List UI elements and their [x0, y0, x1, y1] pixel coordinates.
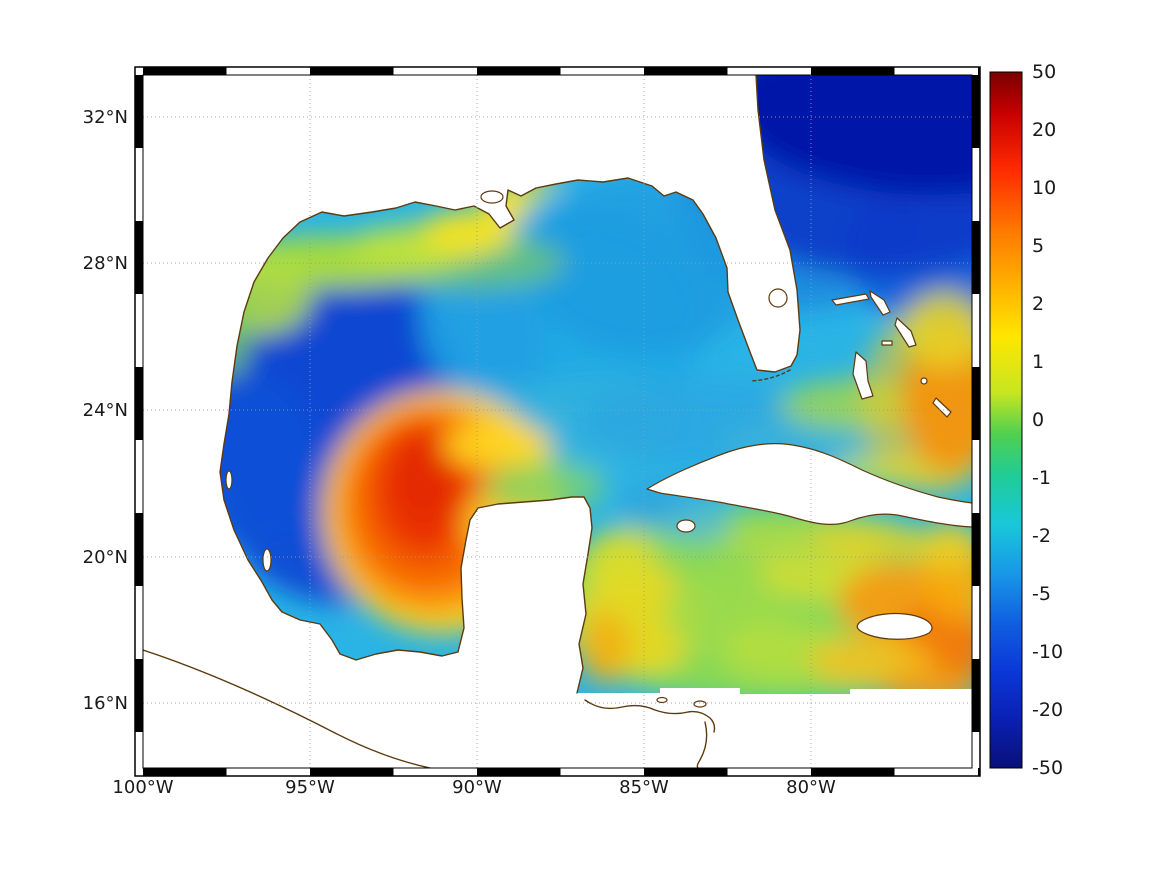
- x-axis-labels: 100°W 95°W 90°W 85°W 80°W: [112, 777, 836, 798]
- y-tick-16n: 16°N: [83, 693, 128, 714]
- islands-bahamas: [831, 290, 952, 418]
- x-tick-80w: 80°W: [786, 777, 836, 798]
- y-axis-labels: 32°N 28°N 24°N 20°N 16°N: [83, 107, 128, 714]
- x-tick-95w: 95°W: [285, 777, 335, 798]
- colorbar-tick-2: 2: [1032, 293, 1044, 315]
- laguna-tamiahua: [262, 548, 272, 572]
- colorbar-tick-10: 10: [1032, 177, 1056, 199]
- colorbar-tick-m10: -10: [1032, 641, 1063, 663]
- y-tick-32n: 32°N: [83, 107, 128, 128]
- coastline-gulf: [219, 75, 801, 694]
- y-tick-20n: 20°N: [83, 547, 128, 568]
- colorbar-tick-m5: -5: [1032, 583, 1051, 605]
- colorbar-tick-5: 5: [1032, 235, 1044, 257]
- frame-inner-outline: [142, 74, 973, 769]
- colorbar-tick-m1: -1: [1032, 467, 1051, 489]
- colorbar-tick-m2: -2: [1032, 525, 1051, 547]
- island-jamaica: [856, 612, 933, 640]
- colorbar-tick-50: 50: [1032, 61, 1056, 83]
- lake-pontchartrain: [480, 190, 504, 204]
- florida-keys: [749, 369, 791, 382]
- island-cuba: [646, 442, 972, 528]
- laguna-madre: [225, 470, 233, 490]
- island-isla-juventud: [676, 519, 696, 533]
- caribbean-warm-field: [545, 480, 972, 706]
- frame-outer-outline: [134, 66, 981, 777]
- straits-field: [580, 290, 972, 495]
- colorbar-labels: 50 20 10 5 2 1 0 -1 -2 -5 -10 -20 -50: [1032, 61, 1063, 779]
- colorbar-tick-0: 0: [1032, 409, 1044, 431]
- colorbar-tick-20: 20: [1032, 119, 1056, 141]
- x-tick-100w: 100°W: [112, 777, 173, 798]
- y-tick-24n: 24°N: [83, 400, 128, 421]
- colorbar-tick-m50: -50: [1032, 757, 1063, 779]
- y-tick-28n: 28°N: [83, 253, 128, 274]
- colorbar-tick-m20: -20: [1032, 699, 1063, 721]
- no-data-region: [577, 688, 972, 768]
- land-layer: [143, 75, 972, 768]
- coastline-central-america: [584, 696, 716, 768]
- colorbar-tick-1: 1: [1032, 351, 1044, 373]
- lake-okeechobee: [768, 288, 788, 308]
- x-tick-90w: 90°W: [452, 777, 502, 798]
- colorbar-gradient: [989, 71, 1023, 769]
- coastline-pacific: [143, 649, 431, 768]
- zebra-frame: [134, 66, 981, 777]
- colorbar: 50 20 10 5 2 1 0 -1 -2 -5 -10 -20 -50: [989, 61, 1063, 779]
- mainland-landmass: [143, 75, 800, 768]
- x-tick-85w: 85°W: [619, 777, 669, 798]
